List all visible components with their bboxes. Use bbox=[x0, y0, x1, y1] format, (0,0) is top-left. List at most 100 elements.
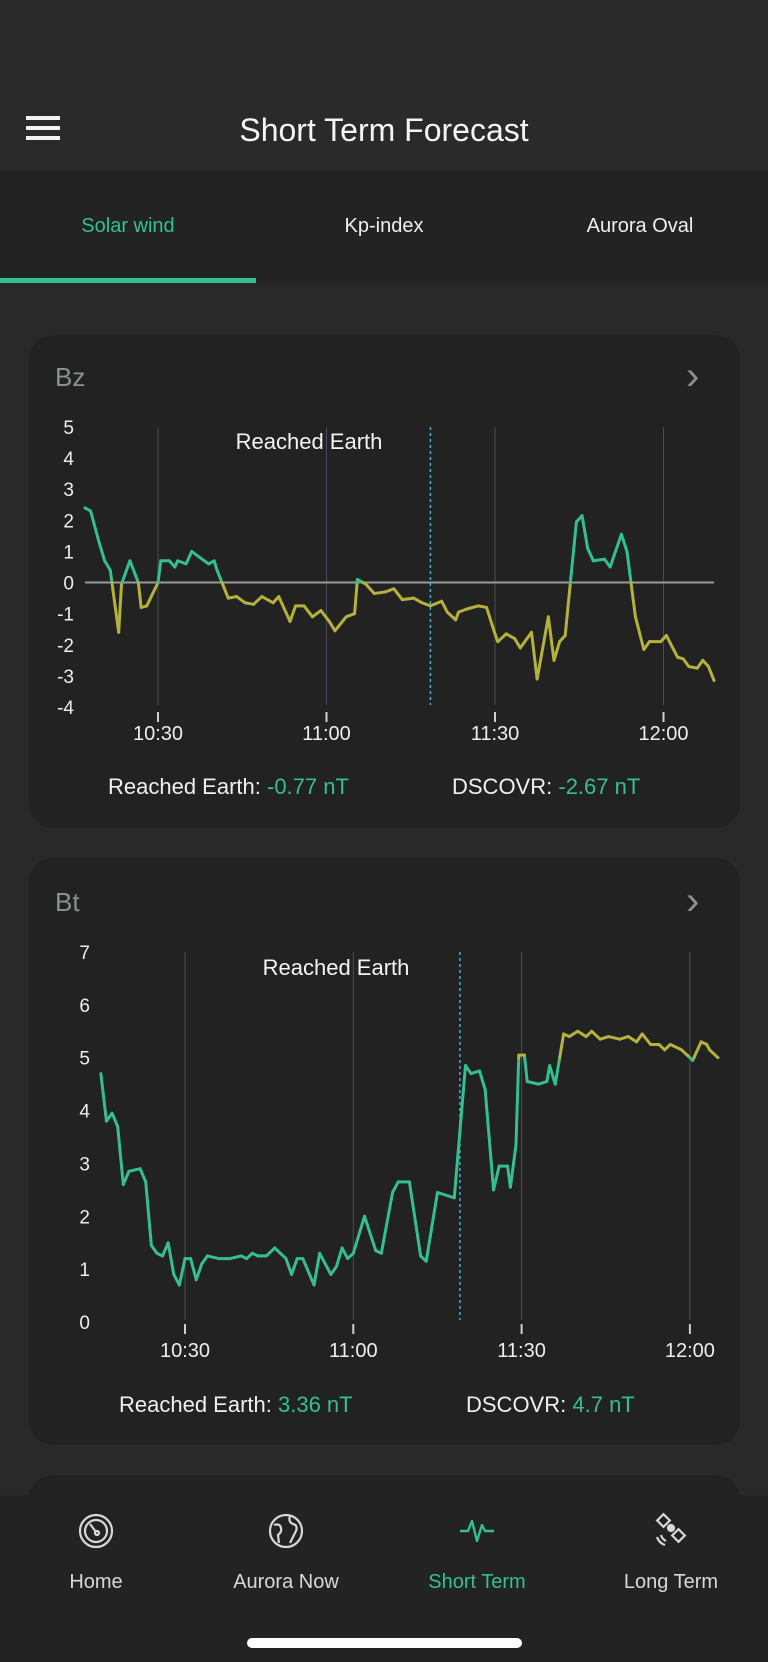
active-tab-indicator bbox=[0, 278, 256, 283]
series-segment bbox=[166, 1241, 176, 1276]
series-segment bbox=[290, 1257, 299, 1276]
series-segment bbox=[478, 1069, 487, 1091]
nav-aurora-now[interactable]: Aurora Now bbox=[190, 1513, 382, 1603]
series-segment bbox=[149, 1243, 159, 1255]
series-segment bbox=[504, 632, 517, 641]
y-tick-label: -4 bbox=[57, 698, 74, 719]
bz-reached-earth-summary: Reached Earth: -0.77 nT bbox=[108, 774, 349, 800]
summary-label: Reached Earth: bbox=[108, 774, 261, 799]
y-tick-label: 7 bbox=[79, 943, 90, 964]
series-segment bbox=[156, 559, 163, 585]
home-indicator[interactable] bbox=[247, 1638, 522, 1648]
y-tick-label: 6 bbox=[79, 996, 90, 1017]
y-tick-label: 4 bbox=[63, 449, 74, 470]
series-segment bbox=[110, 581, 121, 634]
series-segment bbox=[513, 637, 522, 650]
series-segment bbox=[642, 640, 651, 651]
x-tick-label: 12:00 bbox=[665, 1340, 715, 1362]
series-segment bbox=[117, 582, 123, 634]
series-segment bbox=[288, 604, 298, 623]
tab-aurora-oval[interactable]: Aurora Oval bbox=[586, 215, 694, 237]
series-segment bbox=[372, 590, 387, 595]
series-segment bbox=[626, 1035, 639, 1044]
series-segment bbox=[496, 632, 508, 644]
series-segment bbox=[327, 619, 337, 633]
bt-dscovr-summary: DSCOVR: 4.7 nT bbox=[466, 1392, 635, 1418]
series-segment bbox=[363, 1214, 378, 1253]
series-segment bbox=[552, 640, 562, 662]
bz-card[interactable] bbox=[29, 335, 740, 828]
nav-label: Short Term bbox=[428, 1571, 526, 1593]
tab-kp-index[interactable]: Kp-index bbox=[344, 215, 424, 237]
series-segment bbox=[695, 658, 705, 670]
y-tick-label: 3 bbox=[79, 1154, 90, 1175]
series-segment bbox=[120, 559, 132, 585]
tab-solar-wind[interactable]: Solar wind bbox=[81, 215, 175, 237]
nav-label: Long Term bbox=[623, 1571, 719, 1593]
series-segment bbox=[569, 520, 578, 580]
nav-home[interactable]: Home bbox=[0, 1513, 192, 1603]
series-segment bbox=[391, 1180, 400, 1194]
x-tick-label: 11:00 bbox=[329, 1340, 378, 1362]
x-tick-label: 12:00 bbox=[638, 723, 688, 745]
series-segment bbox=[235, 595, 247, 605]
nav-label: Aurora Now bbox=[233, 1571, 339, 1593]
x-tick-label: 10:30 bbox=[133, 723, 183, 745]
chevron-right-icon[interactable]: › bbox=[686, 879, 700, 923]
series-segment bbox=[200, 1254, 209, 1266]
series-segment bbox=[567, 1029, 580, 1039]
series-segment bbox=[329, 1265, 338, 1276]
gauge-icon bbox=[78, 1513, 114, 1549]
series-segment bbox=[194, 1262, 204, 1282]
series-segment bbox=[553, 1056, 562, 1086]
satellite-icon bbox=[655, 1512, 687, 1547]
series-segment bbox=[136, 581, 143, 609]
series-segment bbox=[228, 1254, 243, 1261]
series-segment bbox=[310, 609, 323, 619]
bz-title: Bz bbox=[55, 362, 86, 392]
series-segment bbox=[428, 599, 444, 608]
series-segment bbox=[108, 568, 114, 585]
pulse-icon bbox=[460, 1519, 494, 1543]
y-tick-label: 2 bbox=[79, 1207, 90, 1228]
series-segment bbox=[485, 605, 497, 636]
series-segment bbox=[546, 615, 556, 662]
y-tick-label: -2 bbox=[57, 636, 74, 657]
page-title: Short Term Forecast bbox=[239, 112, 529, 148]
series-segment bbox=[424, 1191, 439, 1263]
series-segment bbox=[625, 549, 633, 585]
series-segment bbox=[144, 1180, 153, 1247]
series-segment bbox=[445, 610, 458, 622]
series-segment bbox=[558, 1032, 566, 1060]
series-segment bbox=[452, 1064, 467, 1200]
series-segment bbox=[514, 1056, 521, 1147]
series-segment bbox=[607, 1035, 622, 1041]
series-segment bbox=[220, 581, 230, 600]
chevron-right-icon[interactable]: › bbox=[686, 354, 700, 398]
bt-card[interactable] bbox=[29, 858, 740, 1445]
marker-label: Reached Earth bbox=[236, 429, 383, 454]
hamburger-icon[interactable] bbox=[26, 116, 60, 140]
series-segment bbox=[340, 1246, 350, 1261]
series-segment bbox=[435, 1191, 456, 1200]
y-tick-label: 0 bbox=[79, 1313, 90, 1334]
summary-value: -2.67 nT bbox=[558, 774, 641, 799]
series-segment bbox=[692, 1040, 703, 1060]
series-segment bbox=[492, 1164, 501, 1192]
marker-label: Reached Earth bbox=[263, 955, 410, 980]
series-segment bbox=[110, 1111, 120, 1128]
series-segment bbox=[392, 587, 404, 602]
series-segment bbox=[260, 595, 275, 605]
summary-label: DSCOVR: bbox=[466, 1392, 567, 1417]
series-segment bbox=[205, 1254, 221, 1261]
series-segment bbox=[128, 559, 140, 585]
nav-long-term[interactable]: Long Term bbox=[575, 1512, 767, 1603]
series-segment bbox=[591, 557, 607, 563]
series-segment bbox=[708, 1048, 720, 1060]
series-segment bbox=[535, 615, 550, 681]
series-segment bbox=[619, 532, 629, 553]
series-segment bbox=[518, 630, 534, 650]
nav-short-term[interactable]: Short Term bbox=[381, 1513, 573, 1603]
summary-label: DSCOVR: bbox=[452, 774, 553, 799]
series-segment bbox=[608, 532, 623, 569]
